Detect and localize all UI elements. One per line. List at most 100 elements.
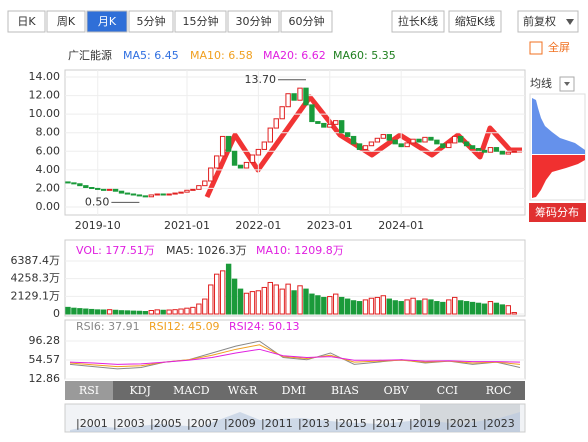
candle [410, 138, 416, 144]
tab[interactable] [280, 10, 333, 33]
volume-bar [416, 300, 422, 315]
tab-label[interactable]: 5分钟 [137, 14, 166, 28]
tab[interactable] [128, 10, 174, 33]
volume-legend: MA5: 1026.3万 [166, 244, 247, 257]
indicator-tab[interactable]: MACD [173, 384, 210, 397]
candle [249, 154, 256, 163]
candle [106, 188, 113, 191]
volume-bar [499, 304, 506, 315]
candle [309, 104, 315, 123]
candle [374, 137, 381, 143]
timeline-label: |2019 [409, 417, 441, 430]
volume-legend: VOL: 177.51万 [76, 244, 155, 257]
fullscreen-button[interactable]: 全屏 [548, 40, 570, 54]
candle [142, 195, 149, 198]
y-tick-label: 6.00 [36, 144, 61, 157]
volume-bar [297, 285, 303, 315]
chip-button[interactable]: 筹码分布 [535, 205, 579, 219]
indicator-tab[interactable]: BIAS [331, 384, 359, 397]
volume-bar [452, 296, 458, 315]
fullscreen-icon[interactable] [529, 41, 543, 55]
indicator-tab[interactable]: CCI [437, 384, 458, 397]
candle [225, 135, 232, 152]
volume-bar [196, 303, 202, 315]
candle [338, 120, 345, 134]
candle [237, 164, 244, 169]
y-tick-label: 4258.3万 [11, 272, 61, 285]
volume-bar [356, 301, 363, 315]
volume-bar [475, 302, 482, 315]
annotation-label: 13.70 [244, 73, 276, 86]
chip-profit [532, 98, 585, 154]
volume-bar [225, 263, 232, 315]
button[interactable] [391, 10, 445, 33]
volume-bar [434, 301, 440, 315]
volume-bar [273, 284, 279, 315]
chip-button-bg[interactable] [529, 203, 586, 222]
candle [350, 135, 357, 145]
candle [202, 180, 208, 187]
adjust-label[interactable]: 前复权 [523, 14, 556, 28]
tab[interactable] [86, 10, 128, 33]
tab-label[interactable]: 周K [57, 15, 76, 28]
candle [380, 134, 387, 139]
volume-bar [160, 309, 166, 315]
y-tick-label: 0.00 [36, 200, 61, 213]
candle [404, 142, 410, 148]
volume-bar [350, 300, 357, 315]
tab[interactable] [46, 10, 86, 33]
tab-label[interactable]: 15分钟 [183, 14, 219, 28]
candle [511, 150, 517, 153]
candle [398, 143, 404, 148]
tab[interactable] [7, 10, 46, 33]
indicator-tab[interactable]: W&R [228, 384, 258, 397]
indicator-tab[interactable]: RSI [79, 384, 99, 397]
candle [285, 93, 291, 108]
volume-bar [344, 298, 351, 315]
main-plot-frame [64, 69, 526, 216]
volume-bar [178, 308, 184, 315]
volume-bar [202, 298, 208, 315]
candle [172, 192, 178, 195]
timeline-label: |2003 [113, 417, 145, 430]
tab[interactable] [174, 10, 227, 33]
y-tick-label: 2.00 [36, 181, 61, 194]
candle [231, 150, 238, 166]
x-tick-label: 2019-10 [75, 219, 121, 232]
volume-bar [219, 270, 226, 315]
candle [208, 167, 214, 182]
volume-bar [261, 286, 268, 315]
tab-label[interactable]: 30分钟 [236, 14, 272, 28]
tab-label[interactable]: 60分钟 [289, 14, 325, 28]
candle [255, 148, 262, 156]
candle [243, 161, 250, 169]
candle [368, 141, 375, 147]
candle [160, 193, 166, 196]
indicator-tab[interactable]: KDJ [129, 384, 150, 397]
volume-bar [112, 309, 119, 315]
indicator-bar [65, 381, 525, 400]
ma-select[interactable]: 均线 [530, 76, 552, 90]
y-tick-label: 6387.4万 [11, 254, 61, 267]
volume-bar [392, 300, 398, 315]
candle [279, 106, 285, 120]
indicator-tab-selected[interactable] [65, 381, 113, 400]
button-label[interactable]: 缩短K线 [455, 14, 495, 28]
button-label[interactable]: 拉长K线 [398, 14, 438, 28]
volume-bar [267, 281, 273, 315]
indicator-tab[interactable]: ROC [486, 384, 512, 397]
candle [77, 183, 83, 187]
tab-label[interactable]: 日K [17, 15, 36, 28]
indicator-tab[interactable]: OBV [384, 384, 410, 397]
timeline-label: |2009 [224, 417, 256, 430]
volume-bar [231, 278, 238, 315]
candle [469, 145, 476, 149]
tab[interactable] [227, 10, 280, 33]
adjust-dropdown[interactable] [517, 10, 579, 33]
button[interactable] [448, 10, 502, 33]
tab-label[interactable]: 月K [98, 15, 117, 28]
indicator-tab[interactable]: DMI [282, 384, 306, 397]
volume-bar [303, 288, 309, 315]
y-tick-label: 96.28 [29, 334, 61, 347]
candle [362, 145, 369, 150]
